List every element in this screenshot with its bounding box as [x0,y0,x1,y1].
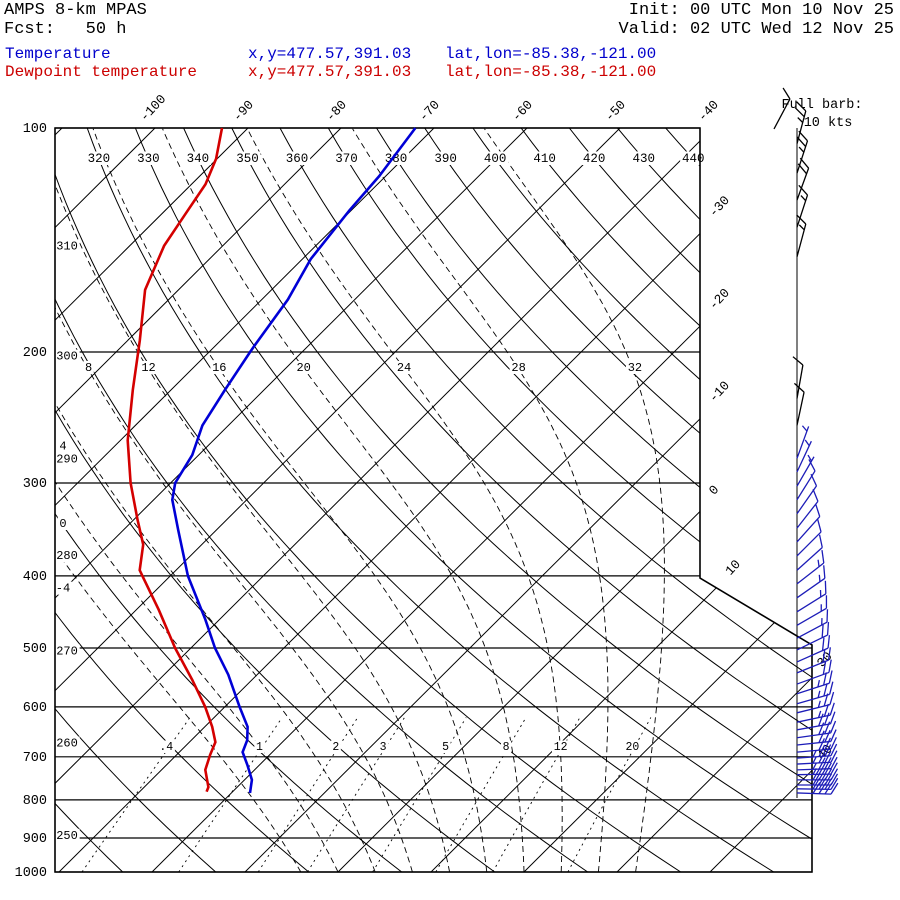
forecast-hour: Fcst: 50 h [4,20,127,39]
svg-text:-10: -10 [706,378,733,405]
svg-text:16: 16 [212,361,226,375]
svg-text:330: 330 [137,152,160,166]
svg-text:390: 390 [434,152,457,166]
model-title: AMPS 8-km MPAS [4,1,147,20]
svg-text:800: 800 [23,794,47,809]
svg-text:350: 350 [236,152,259,166]
svg-text:440: 440 [682,152,705,166]
init-time: Init: 00 UTC Mon 10 Nov 25 [628,1,894,20]
svg-text:200: 200 [23,346,47,361]
svg-text:12: 12 [141,361,155,375]
svg-text:320: 320 [88,152,111,166]
temperature-latlon: lat,lon=-85.38,-121.00 [445,45,657,63]
svg-text:-30: -30 [706,193,733,220]
svg-text:370: 370 [335,152,358,166]
svg-text:-20: -20 [706,286,733,313]
svg-text:3: 3 [380,741,387,754]
svg-text:270: 270 [56,644,78,658]
svg-text:400: 400 [484,152,507,166]
dewpoint-latlon: lat,lon=-85.38,-121.00 [445,63,657,81]
svg-text:400: 400 [23,570,47,585]
temperature-legend-label: Temperature [5,45,111,63]
svg-text:0: 0 [59,517,66,531]
svg-text:0: 0 [706,482,722,498]
temperature-trace [170,127,417,794]
svg-text:12: 12 [554,741,568,754]
moist-adiabat-lines [55,128,665,872]
dewpoint-xy: x,y=477.57,391.03 [248,63,412,81]
svg-text:360: 360 [286,152,309,166]
svg-text:310: 310 [56,240,78,254]
svg-text:600: 600 [23,701,47,716]
svg-text:.4: .4 [159,741,173,754]
svg-text:-100: -100 [137,92,169,125]
svg-text:4: 4 [59,439,66,453]
svg-text:32: 32 [628,361,642,375]
svg-text:20: 20 [626,741,640,754]
svg-text:280: 280 [56,549,78,563]
svg-text:-80: -80 [323,97,350,124]
svg-text:1000: 1000 [15,866,47,881]
svg-text:1: 1 [256,741,263,754]
svg-text:340: 340 [187,152,210,166]
dewpoint-trace [126,127,224,793]
svg-text:-60: -60 [509,97,536,124]
svg-text:5: 5 [442,741,449,754]
svg-text:28: 28 [511,361,525,375]
svg-text:-70: -70 [416,97,443,124]
svg-text:430: 430 [632,152,655,166]
svg-text:420: 420 [583,152,606,166]
svg-text:300: 300 [56,350,78,364]
svg-text:100: 100 [23,122,47,137]
svg-text:410: 410 [533,152,556,166]
valid-time: Valid: 02 UTC Wed 12 Nov 25 [618,20,894,39]
svg-text:700: 700 [23,751,47,766]
svg-text:290: 290 [56,452,78,466]
svg-text:24: 24 [397,361,411,375]
dewpoint-legend-label: Dewpoint temperature [5,63,198,81]
svg-text:900: 900 [23,832,47,847]
svg-text:-4: -4 [56,582,70,596]
svg-text:10: 10 [722,557,744,579]
svg-text:260: 260 [56,737,78,751]
barb-legend-line2: 10 kts [804,116,853,131]
plot-boundary [54,127,813,873]
svg-text:-50: -50 [602,97,629,124]
svg-text:250: 250 [56,829,78,843]
barb-legend-line1: Full barb: [781,98,862,113]
wind-barbs [792,101,839,798]
temperature-xy: x,y=477.57,391.03 [248,45,412,63]
svg-text:20: 20 [296,361,310,375]
svg-text:500: 500 [23,642,47,657]
dry-adiabat-lines [55,128,812,872]
svg-text:8: 8 [85,361,92,375]
svg-text:-40: -40 [695,97,722,124]
svg-text:300: 300 [23,477,47,492]
barb-legend: Full barb: 10 kts [773,87,863,131]
svg-text:2: 2 [332,741,339,754]
svg-text:-90: -90 [230,97,257,124]
svg-text:8: 8 [503,741,510,754]
